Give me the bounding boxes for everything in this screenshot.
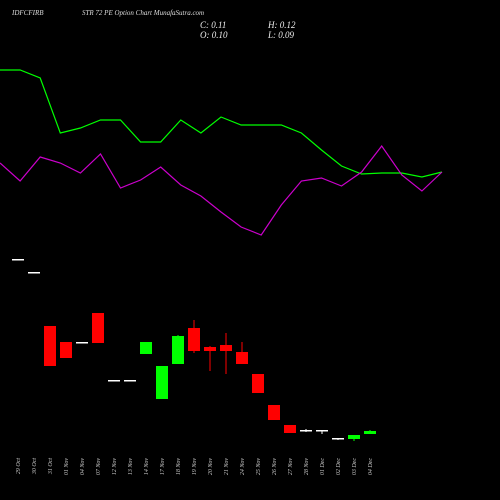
x-tick-label: 04 Nov xyxy=(79,458,86,476)
line-series xyxy=(0,144,443,236)
x-tick-label: 17 Nov xyxy=(160,458,166,476)
candle-body xyxy=(364,431,376,434)
candle-body xyxy=(44,326,56,366)
candle-body xyxy=(300,430,312,432)
candle-body xyxy=(172,336,184,364)
x-tick-label: 25 Nov xyxy=(256,458,262,476)
x-tick-label: 07 Nov xyxy=(96,458,102,476)
candle-body xyxy=(108,380,120,382)
x-tick-label: 12 Nov xyxy=(112,458,118,476)
high-stat: H: 0.12 xyxy=(267,20,296,30)
x-tick-label: 24 Nov xyxy=(239,458,246,476)
x-tick-label: 01 Nov xyxy=(64,458,70,476)
x-tick-label: 14 Nov xyxy=(143,458,150,476)
candle-body xyxy=(284,425,296,433)
chart-title: IDFCFIRB xyxy=(11,9,44,17)
candle-body xyxy=(124,380,136,382)
low-stat: L: 0.09 xyxy=(267,30,295,40)
candle-body xyxy=(140,342,152,354)
candle-body xyxy=(76,342,88,344)
x-tick-label: 19 Nov xyxy=(192,458,198,476)
x-tick-label: 02 Dec xyxy=(336,458,342,475)
candle-body xyxy=(316,430,328,432)
candle-body xyxy=(332,438,344,440)
x-tick-label: 27 Nov xyxy=(288,458,294,476)
x-tick-label: 28 Nov xyxy=(304,458,310,476)
x-tick-label: 26 Nov xyxy=(272,458,278,476)
candle-body xyxy=(204,347,216,351)
chart-subtitle: STR 72 PE Option Chart MunafaSutra.com xyxy=(82,9,204,17)
candle-body xyxy=(348,435,360,439)
x-tick-label: 01 Dec xyxy=(320,458,326,475)
close-stat: C: 0.11 xyxy=(200,20,226,30)
candle-body xyxy=(188,328,200,351)
x-tick-label: 21 Nov xyxy=(224,458,230,476)
candle-body xyxy=(252,374,264,393)
line-series xyxy=(0,69,443,178)
candle-body xyxy=(236,352,248,364)
x-tick-label: 13 Nov xyxy=(128,458,134,476)
x-tick-label: 31 Oct xyxy=(48,458,54,475)
open-stat: O: 0.10 xyxy=(200,30,228,40)
x-tick-label: 29 Oct xyxy=(16,458,22,474)
x-tick-label: 18 Nov xyxy=(176,458,182,476)
candle-body xyxy=(12,259,24,261)
x-tick-label: 30 Oct xyxy=(32,458,38,475)
x-tick-label: 04 Dec xyxy=(367,458,374,475)
candle-body xyxy=(268,405,280,420)
candle-body xyxy=(92,313,104,343)
candle-body xyxy=(156,366,168,399)
candle-body xyxy=(60,342,72,358)
candle-body xyxy=(28,272,40,274)
x-tick-label: 03 Dec xyxy=(352,458,358,475)
candle-body xyxy=(220,345,232,351)
x-tick-label: 20 Nov xyxy=(208,458,214,476)
